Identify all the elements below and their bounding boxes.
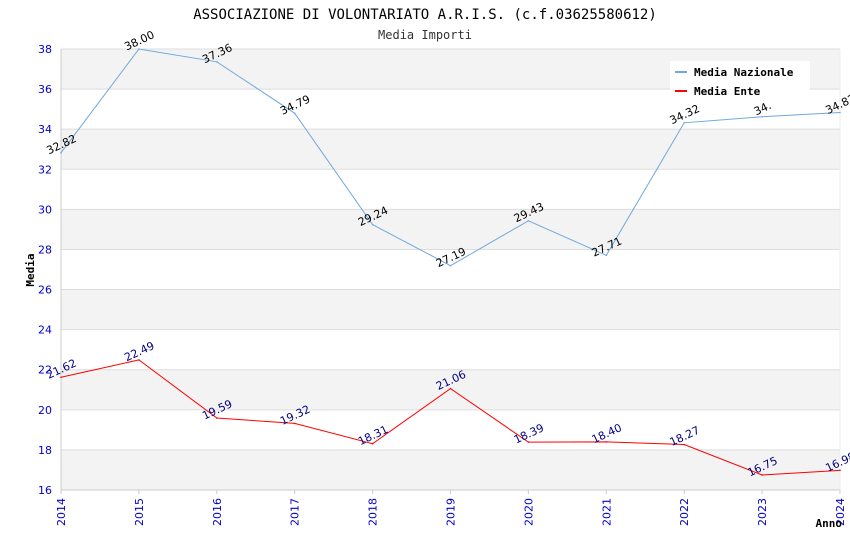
x-tick-label: 2018 <box>367 498 380 526</box>
data-label: 34.32 <box>668 102 702 127</box>
legend: Media Nazionale Media Ente <box>670 61 810 101</box>
series <box>60 48 841 476</box>
y-tick-label: 16 <box>38 484 52 497</box>
y-tick-label: 28 <box>38 243 52 256</box>
chart-subtitle: Media Importi <box>378 28 472 42</box>
x-tick-label: 2023 <box>756 498 769 526</box>
x-tick-label: 2024 <box>834 498 847 526</box>
data-label: 34.83 <box>823 92 850 117</box>
x-tick-label: 2014 <box>55 498 68 526</box>
data-label: 34. <box>752 99 773 118</box>
data-point <box>216 417 218 419</box>
x-axis-title: Anno <box>816 517 843 530</box>
gridlines <box>61 48 840 491</box>
data-point <box>138 48 140 50</box>
x-tick-label: 2021 <box>600 498 613 526</box>
data-label: 18.39 <box>512 421 546 446</box>
data-point <box>293 422 296 425</box>
data-label: 18.31 <box>356 423 390 448</box>
y-tick-label: 36 <box>38 83 52 96</box>
data-point <box>605 441 608 443</box>
y-tick-label: 34 <box>38 123 52 136</box>
y-tick-label: 20 <box>38 404 52 417</box>
data-point <box>60 152 62 154</box>
grid-band <box>61 129 840 170</box>
grid-band <box>61 449 840 490</box>
x-tick-label: 2016 <box>211 498 224 526</box>
x-tick-label: 2015 <box>133 498 146 526</box>
data-point <box>371 442 374 445</box>
y-tick-label: 30 <box>38 203 52 216</box>
data-point <box>761 115 763 118</box>
data-point <box>527 219 530 222</box>
grid-band <box>61 209 840 250</box>
y-tick-label: 38 <box>38 43 52 56</box>
y-tick-label: 18 <box>38 444 52 457</box>
data-point <box>839 111 841 114</box>
x-tick-label: 2017 <box>289 498 302 526</box>
y-tick-label: 32 <box>38 163 52 176</box>
y-tick-label: 26 <box>38 284 52 297</box>
y-tick-label: 22 <box>38 364 52 377</box>
data-point <box>371 223 374 226</box>
data-point <box>683 121 685 124</box>
legend-box <box>670 61 810 101</box>
data-point <box>683 443 685 446</box>
grid-band <box>61 289 840 330</box>
y-tick-label: 24 <box>38 324 52 337</box>
data-point <box>138 359 140 361</box>
data-point <box>605 254 608 257</box>
data-point <box>449 387 452 390</box>
chart-title: ASSOCIAZIONE DI VOLONTARIATO A.R.I.S. (c… <box>193 7 657 23</box>
x-tick-label: 2022 <box>678 498 691 526</box>
data-point <box>527 441 530 443</box>
data-point <box>216 61 218 63</box>
x-tick-label: 2020 <box>522 498 535 526</box>
data-point <box>60 376 62 379</box>
grid-bands <box>61 49 840 490</box>
data-point <box>839 469 841 472</box>
data-point <box>449 264 452 267</box>
y-axis-title: Media <box>24 253 37 286</box>
legend-label: Media Ente <box>694 85 761 98</box>
legend-label: Media Nazionale <box>694 66 794 79</box>
grid-band <box>61 369 840 410</box>
data-point <box>293 112 296 115</box>
data-point <box>761 474 763 476</box>
x-tick-label: 2019 <box>445 498 458 526</box>
